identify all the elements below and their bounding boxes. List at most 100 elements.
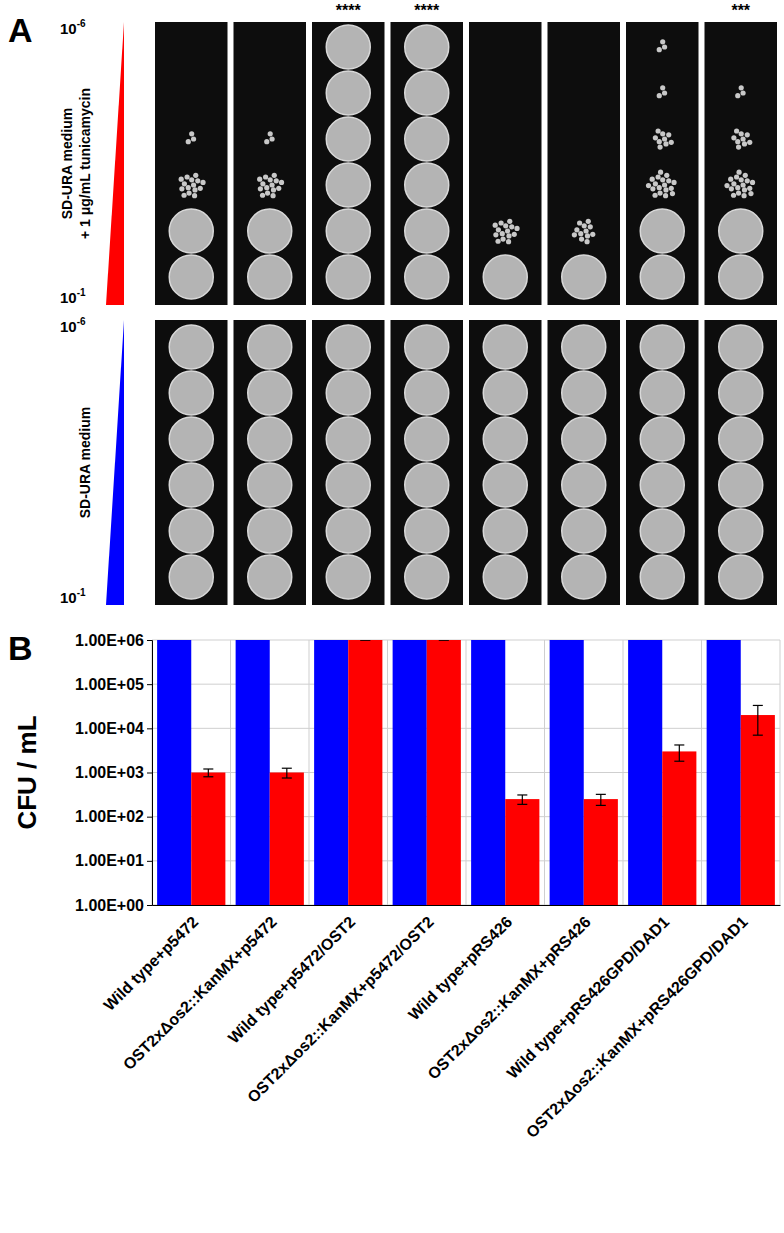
spot (640, 209, 684, 253)
spot (653, 128, 674, 149)
colony-lawn (640, 555, 684, 599)
bar (741, 715, 775, 905)
grid-line-vertical (387, 640, 388, 905)
spot (326, 71, 370, 115)
y-tick: 1.00E+04 (75, 720, 152, 737)
colony (671, 180, 676, 185)
colony (660, 131, 665, 136)
colony (185, 174, 190, 179)
spot (719, 555, 763, 599)
plate (391, 22, 464, 305)
colony (590, 232, 595, 237)
bar (348, 640, 382, 905)
spot (326, 25, 370, 69)
colony (265, 190, 270, 195)
spot (405, 509, 449, 553)
colony (736, 170, 741, 175)
colony-lawn (169, 417, 213, 461)
error-cap (360, 640, 370, 641)
colony (742, 187, 747, 192)
spot (405, 417, 449, 461)
plate (548, 22, 621, 305)
colony-lawn (719, 417, 763, 461)
bar (191, 773, 225, 906)
colony (736, 190, 741, 195)
spot (562, 509, 606, 553)
colony (657, 47, 662, 52)
colony-lawn (719, 371, 763, 415)
spot (735, 85, 745, 98)
colony (503, 223, 508, 228)
spot (405, 71, 449, 115)
row-label-line: SD-URA medium (77, 407, 93, 519)
colony (658, 170, 663, 175)
colony (578, 231, 583, 236)
plate (234, 22, 307, 305)
colony (657, 144, 662, 149)
marks (157, 640, 775, 905)
colony (505, 228, 510, 233)
colony-lawn (405, 25, 449, 69)
colony (269, 182, 274, 187)
spot (483, 417, 527, 461)
colony (500, 236, 505, 241)
colony (650, 177, 655, 182)
colony-lawn (405, 117, 449, 161)
grid-line-vertical (466, 640, 467, 905)
colony-lawn (562, 371, 606, 415)
colony (743, 173, 748, 178)
colony-lawn (405, 255, 449, 299)
y-axis: 1.00E+001.00E+011.00E+021.00E+031.00E+04… (75, 632, 152, 914)
y-tick-mark (147, 728, 152, 729)
colony (189, 131, 194, 136)
spot (640, 555, 684, 599)
bar (471, 640, 505, 905)
x-axis-line (153, 905, 781, 906)
spot (405, 163, 449, 207)
dilution-base: 10 (60, 318, 77, 335)
colony (745, 178, 750, 183)
colony (506, 239, 511, 244)
colony-lawn (405, 163, 449, 207)
error-cap (517, 804, 527, 805)
spot (719, 255, 763, 299)
y-tick: 1.00E+03 (75, 764, 152, 781)
colony-lawn (248, 509, 292, 553)
colony (585, 233, 590, 238)
dilution-base: 10 (60, 20, 77, 37)
spot (657, 39, 667, 52)
colony-lawn (326, 463, 370, 507)
colony-lawn (405, 71, 449, 115)
spot (562, 417, 606, 461)
plate (234, 320, 307, 605)
colony (507, 219, 512, 224)
grid (152, 640, 780, 905)
error-cap (596, 794, 606, 795)
y-axis-line (147, 641, 153, 906)
colony (186, 190, 191, 195)
spot (493, 219, 520, 244)
colony-lawn (483, 417, 527, 461)
colony-lawn (405, 325, 449, 369)
spot (640, 371, 684, 415)
significance: *** (731, 2, 750, 19)
plate (626, 320, 699, 605)
spot (562, 371, 606, 415)
dilution-label: 10-6 (60, 18, 86, 37)
colony (260, 181, 265, 186)
colony-lawn (405, 417, 449, 461)
y-tick-mark (147, 817, 152, 818)
colony-lawn (405, 555, 449, 599)
spot (405, 255, 449, 299)
plate-row: SD-URA medium10-610-1 (60, 316, 777, 606)
colony (514, 226, 519, 231)
bar (393, 640, 427, 905)
error-bar (282, 768, 292, 778)
spot (405, 209, 449, 253)
colony (509, 224, 514, 229)
spot (257, 173, 284, 198)
spot (719, 463, 763, 507)
spot (186, 131, 196, 144)
spot (326, 509, 370, 553)
colony (191, 136, 196, 141)
